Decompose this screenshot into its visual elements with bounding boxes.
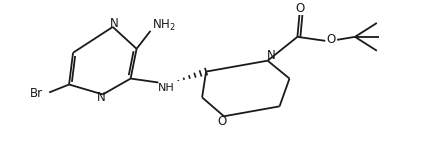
- Text: O: O: [326, 33, 336, 46]
- Text: N: N: [96, 91, 105, 104]
- Text: Br: Br: [30, 87, 43, 100]
- Text: NH: NH: [158, 83, 175, 93]
- Text: N: N: [110, 17, 119, 30]
- Text: N: N: [267, 49, 276, 62]
- Text: O: O: [217, 115, 227, 128]
- Text: NH$_2$: NH$_2$: [152, 18, 176, 33]
- Text: O: O: [296, 2, 305, 15]
